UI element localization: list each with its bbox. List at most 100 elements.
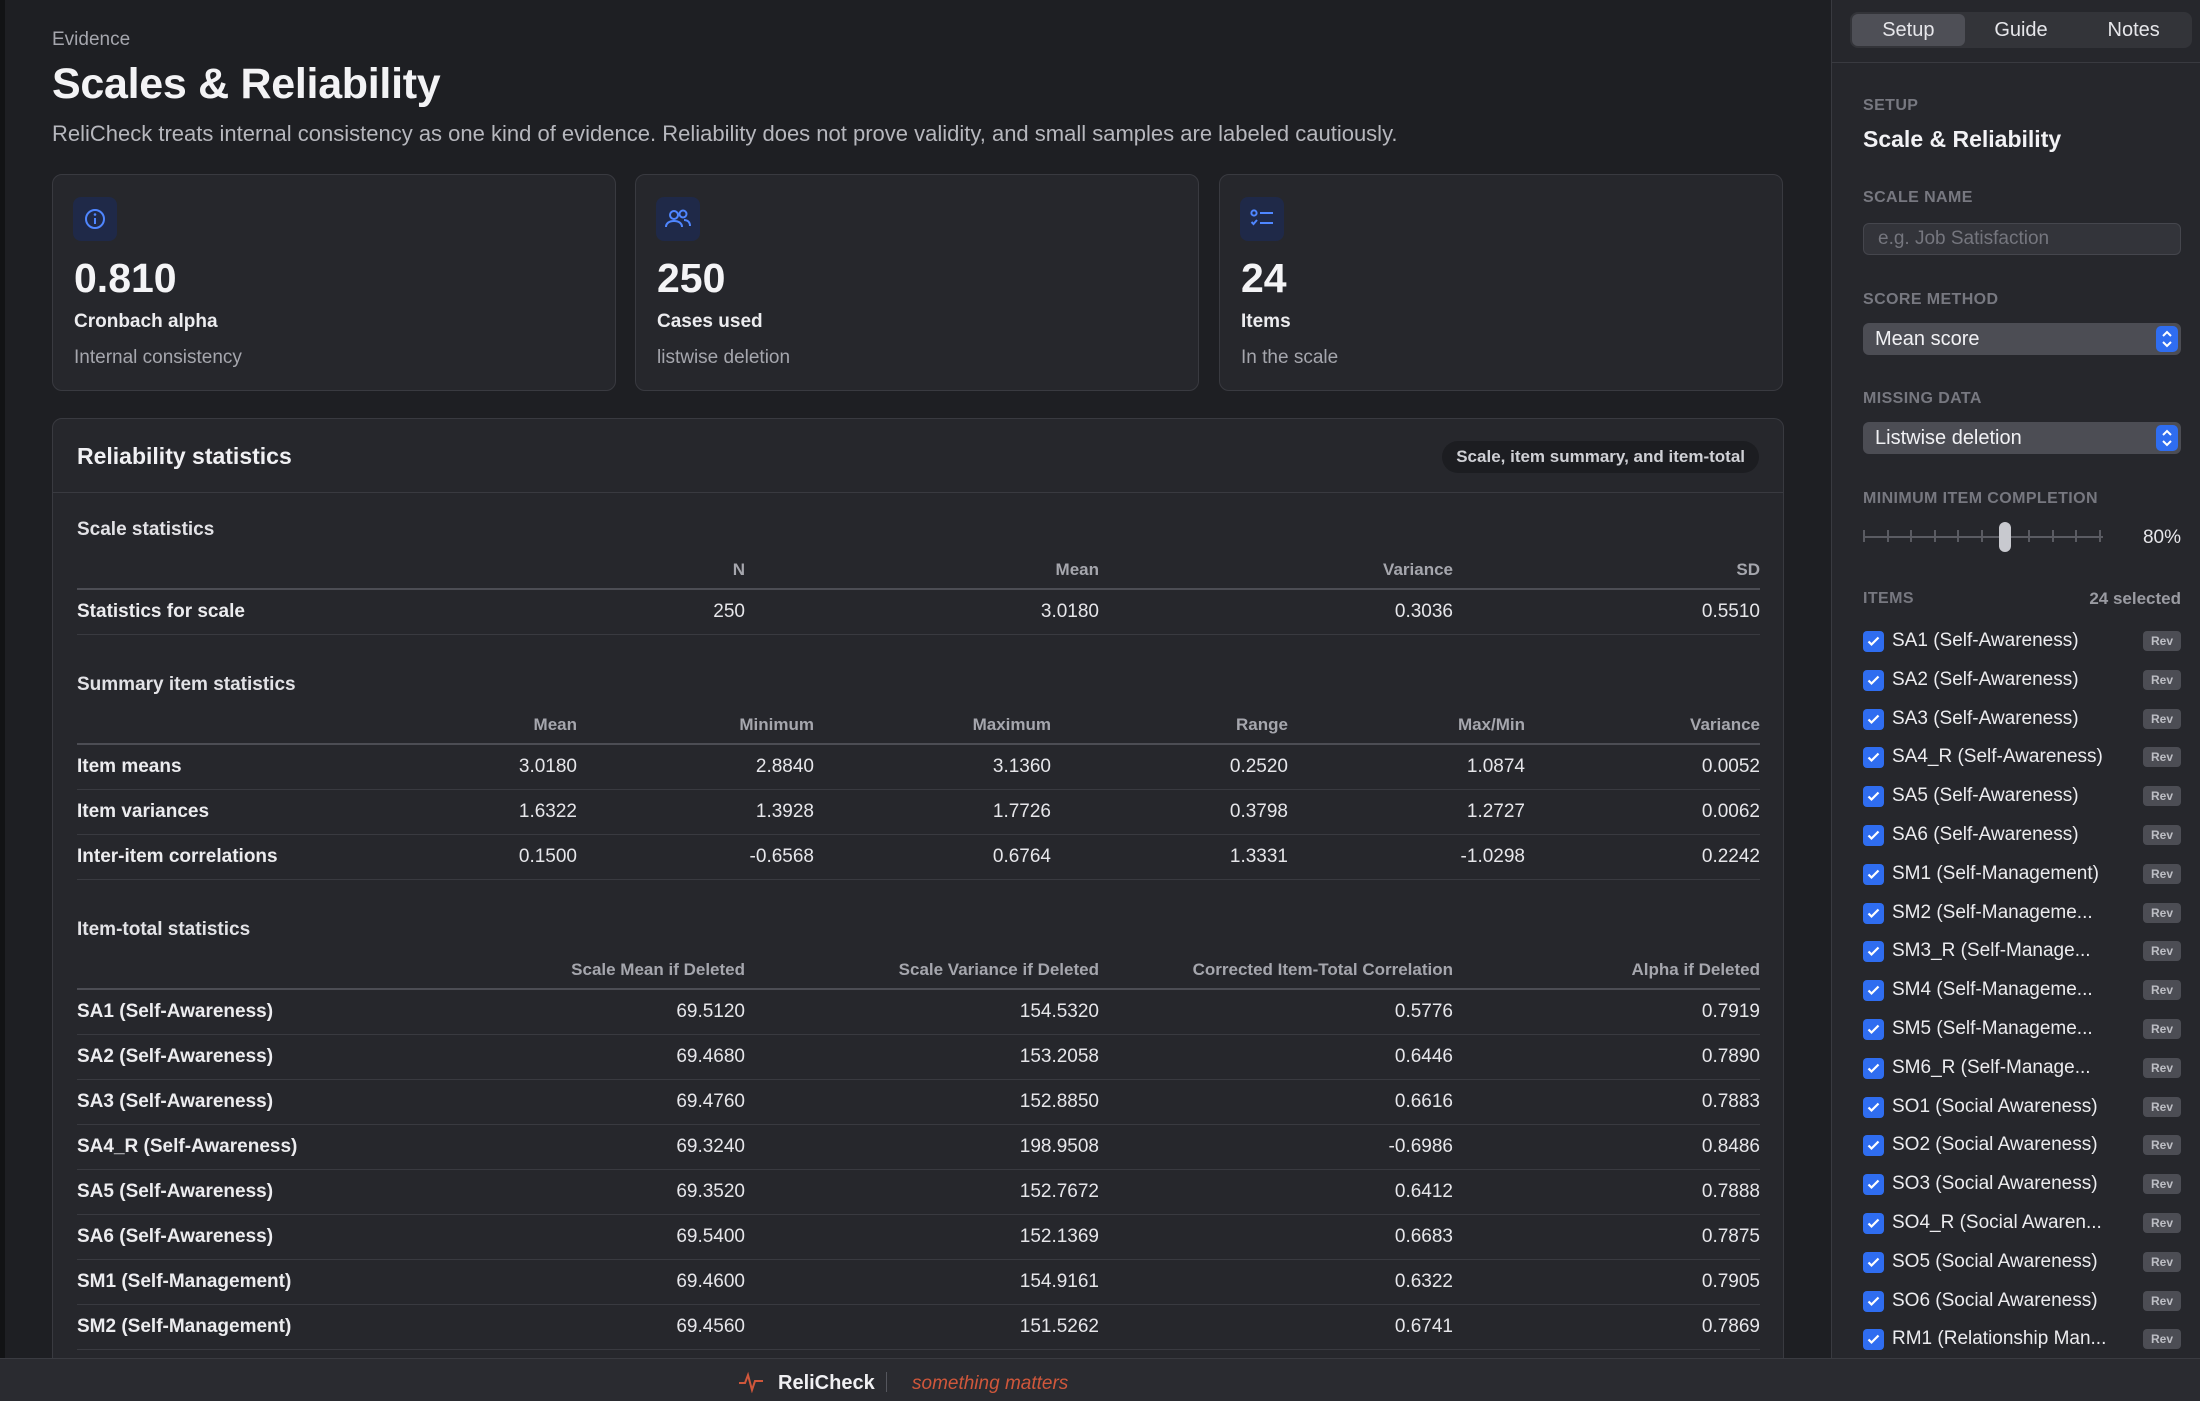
item-checkbox[interactable] [1863, 1096, 1884, 1118]
item-checkbox[interactable] [1863, 1057, 1884, 1079]
item-row[interactable]: SO2 (Social Awareness) Rev [1863, 1125, 2193, 1163]
item-row[interactable]: SO6 (Social Awareness) Rev [1863, 1281, 2193, 1319]
item-row[interactable]: SM5 (Self-Manageme... Rev [1863, 1009, 2193, 1047]
slider-tick [2099, 530, 2101, 542]
row-label: SA5 (Self-Awareness) [77, 1169, 407, 1215]
item-row[interactable]: SO5 (Social Awareness) Rev [1863, 1242, 2193, 1280]
item-row[interactable]: SA4_R (Self-Awareness) Rev [1863, 737, 2193, 775]
table-header-row: Mean Minimum Maximum Range Max/Min Variance [77, 706, 1760, 745]
item-row[interactable]: SO3 (Social Awareness) Rev [1863, 1164, 2193, 1202]
item-checkbox[interactable] [1863, 1174, 1884, 1196]
item-label: SM2 (Self-Manageme... [1892, 901, 2093, 923]
reverse-toggle[interactable]: Rev [2143, 1290, 2181, 1311]
item-total-row: SA6 (Self-Awareness) 69.5400 152.1369 0.668… [77, 1214, 1760, 1260]
reverse-toggle[interactable]: Rev [2143, 786, 2181, 807]
item-row[interactable]: SO1 (Social Awareness) Rev [1863, 1087, 2193, 1125]
item-row[interactable]: SM2 (Self-Manageme... Rev [1863, 893, 2193, 931]
item-checkbox[interactable] [1863, 631, 1884, 652]
column-header: Minimum [577, 706, 814, 745]
items-caption: ITEMS [1863, 590, 1914, 607]
reverse-toggle[interactable]: Rev [2143, 708, 2181, 729]
table-cell: 3.1360 [814, 744, 1051, 790]
reverse-toggle[interactable]: Rev [2143, 902, 2181, 923]
item-row[interactable]: SA2 (Self-Awareness) Rev [1863, 660, 2193, 698]
reverse-toggle[interactable]: Rev [2143, 825, 2181, 845]
item-row[interactable]: SA6 (Self-Awareness) Rev [1863, 815, 2193, 853]
row-label: Item means [77, 744, 377, 790]
item-row[interactable]: SM3_R (Self-Manage... Rev [1863, 931, 2193, 969]
item-row[interactable]: SA1 (Self-Awareness) Rev [1863, 621, 2193, 659]
item-checkbox[interactable] [1863, 786, 1884, 808]
item-checkbox[interactable] [1863, 669, 1884, 691]
item-checkbox[interactable] [1863, 1329, 1884, 1351]
table-cell: 69.4560 [407, 1304, 745, 1350]
reverse-toggle[interactable]: Rev [2143, 1019, 2181, 1039]
slider-track [1863, 536, 2103, 538]
item-checkbox[interactable] [1863, 1135, 1884, 1157]
item-checkbox[interactable] [1863, 708, 1884, 730]
row-label: SM2 (Self-Management) [77, 1304, 407, 1350]
item-row[interactable]: RM1 (Relationship Man... Rev [1863, 1319, 2193, 1357]
reverse-toggle[interactable]: Rev [2143, 1135, 2181, 1156]
item-checkbox[interactable] [1863, 980, 1884, 1002]
page-title: Scales & Reliability [52, 60, 441, 108]
item-checkbox[interactable] [1863, 1019, 1884, 1040]
table-cell: 69.4600 [407, 1259, 745, 1305]
item-checkbox[interactable] [1863, 902, 1884, 924]
table-cell: 0.0052 [1525, 744, 1760, 790]
table-cell: 0.7890 [1453, 1034, 1760, 1080]
table-cell: 0.7919 [1453, 989, 1760, 1035]
item-row[interactable]: SA5 (Self-Awareness) Rev [1863, 776, 2193, 814]
column-header: Mean [377, 706, 577, 745]
tab-guide[interactable]: Guide [1994, 19, 2048, 41]
main-content: Evidence Scales & Reliability ReliCheck … [5, 0, 1831, 1358]
item-label: SO5 (Social Awareness) [1892, 1250, 2098, 1272]
scale-stats-table: N Mean Variance SD Statistics for scale 250 3.… [77, 551, 1760, 635]
kpi-sub: listwise deletion [657, 347, 791, 368]
summary-stats-table: Mean Minimum Maximum Range Max/Min Variance It… [77, 706, 1760, 880]
tab-notes[interactable]: Notes [2107, 19, 2160, 41]
reverse-toggle[interactable]: Rev [2143, 863, 2181, 884]
reverse-toggle[interactable]: Rev [2143, 1174, 2181, 1195]
item-checkbox[interactable] [1863, 863, 1884, 885]
item-checkbox[interactable] [1863, 825, 1884, 846]
slider-knob[interactable] [1998, 522, 2011, 552]
reverse-toggle[interactable]: Rev [2143, 1251, 2181, 1272]
item-total-title: Item-total statistics [77, 919, 251, 940]
item-checkbox[interactable] [1863, 1251, 1884, 1273]
item-row[interactable]: SM1 (Self-Management) Rev [1863, 854, 2193, 892]
item-checkbox[interactable] [1863, 941, 1884, 963]
item-row[interactable]: SM4 (Self-Manageme... Rev [1863, 970, 2193, 1008]
reverse-toggle[interactable]: Rev [2143, 1329, 2181, 1350]
missing-data-select[interactable]: Listwise deletion [1863, 422, 2181, 454]
item-row[interactable]: SA3 (Self-Awareness) Rev [1863, 699, 2193, 737]
summary-stats-row: Inter-item correlations 0.1500 -0.6568 0.67… [77, 834, 1760, 880]
table-cell: 153.2058 [745, 1034, 1099, 1080]
item-checkbox[interactable] [1863, 1290, 1884, 1312]
item-checkbox[interactable] [1863, 747, 1884, 769]
reverse-toggle[interactable]: Rev [2143, 980, 2181, 1001]
reverse-toggle[interactable]: Rev [2143, 1096, 2181, 1117]
kpi-value: 250 [657, 255, 726, 301]
item-checkbox[interactable] [1863, 1213, 1884, 1234]
item-row[interactable]: SO4_R (Social Awaren... Rev [1863, 1203, 2193, 1241]
table-cell: 69.5120 [407, 989, 745, 1035]
table-cell: 0.0062 [1525, 789, 1760, 835]
reverse-toggle[interactable]: Rev [2143, 1213, 2181, 1233]
score-method-select[interactable]: Mean score [1863, 323, 2181, 355]
table-cell: 0.6322 [1099, 1259, 1453, 1305]
column-header: Max/Min [1288, 706, 1525, 745]
tab-setup[interactable]: Setup [1852, 14, 1965, 46]
item-row[interactable]: SM6_R (Self-Manage... Rev [1863, 1048, 2193, 1086]
column-header: Range [1051, 706, 1288, 745]
reverse-toggle[interactable]: Rev [2143, 631, 2181, 651]
reverse-toggle[interactable]: Rev [2143, 941, 2181, 962]
reverse-toggle[interactable]: Rev [2143, 747, 2181, 768]
kpi-card-alpha: 0.810 Cronbach alpha Internal consistenc… [52, 174, 616, 391]
reverse-toggle[interactable]: Rev [2143, 669, 2181, 690]
sidebar-tabs: Setup Guide Notes [1850, 12, 2192, 48]
reverse-toggle[interactable]: Rev [2143, 1057, 2181, 1078]
scale-name-input[interactable]: e.g. Job Satisfaction [1863, 223, 2181, 255]
row-label: SA2 (Self-Awareness) [77, 1034, 407, 1080]
table-cell: -1.0298 [1288, 834, 1525, 880]
